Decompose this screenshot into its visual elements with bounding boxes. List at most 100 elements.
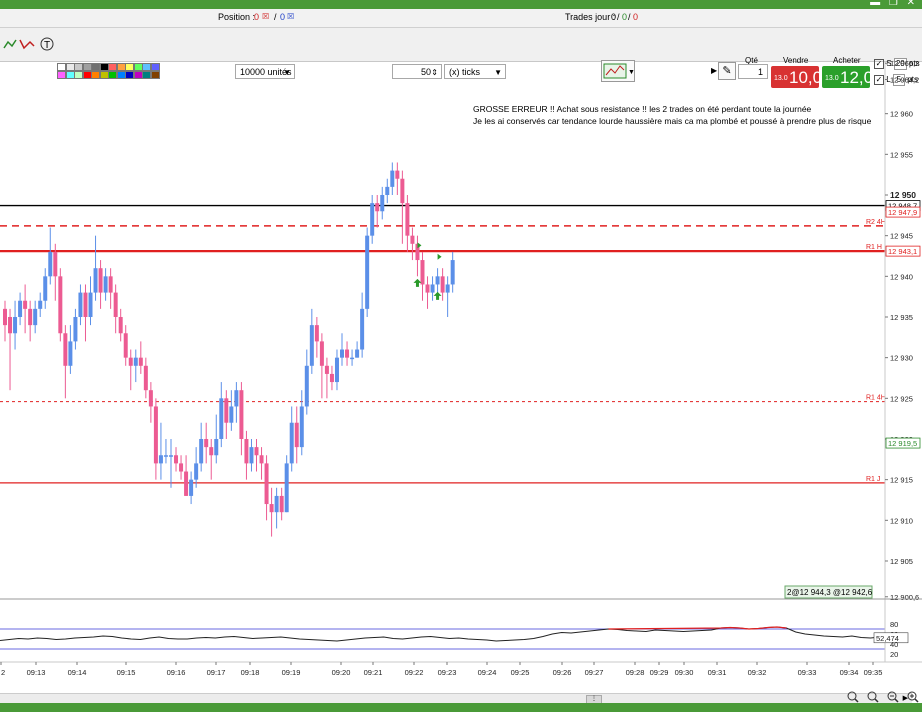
candle-body [98, 268, 103, 293]
stop-prefix: S [886, 59, 892, 68]
annotation-line-2[interactable]: Je les ai conservés car tendance lourde … [473, 116, 872, 126]
qty-input[interactable]: 1 [738, 64, 768, 79]
zoom-tools [847, 691, 919, 703]
candle-body [299, 406, 304, 448]
wrench-icon[interactable]: ✎ [718, 62, 736, 80]
close-orders-icon[interactable]: ☒ [287, 12, 295, 21]
candle [360, 292, 365, 358]
x-tick-label: 09:16 [167, 668, 186, 677]
candle [380, 186, 385, 220]
candle [430, 276, 435, 301]
candle-body [319, 341, 324, 366]
y-tick-label: 12 955 [890, 150, 913, 159]
candle [395, 162, 400, 195]
support-resistance-levels: R2 4H R1 H R1 4H R1 J [0, 204, 886, 484]
ticks-unit-dropdown[interactable]: (x) ticks ▼ [444, 64, 506, 79]
trades-sep-2: / [628, 12, 631, 22]
limit-input[interactable]: 5 [892, 74, 906, 86]
limit-row: ✓ L 5 pts [874, 74, 918, 86]
sell-button[interactable]: 13.0 10,0 [771, 66, 822, 88]
candle [329, 365, 334, 391]
candle [78, 284, 83, 326]
candle [118, 308, 123, 342]
position-info-text: 2@12 944,3 @12 942,6 [787, 588, 873, 597]
candle [199, 422, 204, 472]
candle-body [209, 447, 214, 456]
y-tick-label: 12 966,2 [890, 59, 919, 68]
color-swatch[interactable] [150, 63, 160, 71]
oscillator-axis-label: 40 [890, 640, 898, 649]
expand-arrow-icon[interactable]: ▶ [711, 66, 718, 75]
zoom-out-icon[interactable] [887, 691, 899, 703]
candle-body [395, 170, 400, 179]
y-tick-label: 12 910 [890, 516, 913, 525]
candle [405, 195, 410, 252]
buy-button[interactable]: 13.0 12,0 [822, 66, 874, 88]
candle [163, 438, 168, 464]
x-tick-label: 09:32 [748, 668, 767, 677]
candle-body [380, 195, 385, 212]
annotation-line-1[interactable]: GROSSE ERREUR !! Achat sous resistance !… [473, 104, 812, 114]
candle-body [329, 373, 334, 383]
candle-body [279, 495, 284, 513]
candle-body [284, 463, 289, 513]
color-swatch[interactable] [150, 71, 160, 79]
candle [435, 268, 440, 293]
chart-type-button[interactable]: ▼ [601, 60, 635, 82]
y-tick-label: 12 964,2 [890, 76, 919, 85]
stop-input[interactable]: 20 [893, 58, 907, 70]
spinner-arrows-icon[interactable]: ⇕ [431, 68, 438, 77]
buy-big-price: 12,0 [840, 68, 874, 87]
x-tick-label: 09:15 [117, 668, 136, 677]
units-dropdown[interactable]: 10000 unités ▼ [235, 64, 295, 79]
oscillator-value-box [873, 632, 909, 644]
ticks-spinner[interactable]: 50 ⇕ [392, 64, 442, 79]
zoom-fit-icon[interactable] [847, 691, 859, 703]
scroll-right-icon[interactable]: ▶ [902, 695, 908, 702]
units-value: 10000 unités [240, 67, 292, 77]
price-tag-label: 12 947,9 [888, 208, 917, 217]
candle-body [365, 235, 370, 309]
candle [13, 300, 18, 350]
candle-body [360, 308, 365, 350]
ticks-value: 50 [420, 67, 431, 77]
candle-body [340, 349, 345, 358]
buy-small-price: 13.0 [825, 75, 839, 82]
zoom-in-icon[interactable] [907, 691, 919, 703]
candle [289, 406, 294, 472]
candle-body [73, 316, 78, 342]
x-tick-label: 09:23 [438, 668, 457, 677]
candle-body [430, 284, 435, 293]
candle-body [83, 292, 88, 317]
sell-small-price: 13.0 [774, 75, 788, 82]
candle-body [334, 357, 339, 383]
stop-checkbox[interactable]: ✓ [874, 59, 884, 69]
qty-label: Qté [745, 56, 758, 65]
limit-checkbox[interactable]: ✓ [874, 75, 884, 85]
candle [229, 390, 234, 431]
close-position-icon[interactable]: ☒ [262, 12, 270, 21]
candle-body [158, 455, 163, 464]
candle-body [314, 325, 319, 342]
price-axis[interactable]: 12 966,2 12 964,2 12 960 12 955 12 950 12 945… [885, 59, 919, 602]
candle-body [415, 243, 420, 261]
candle [450, 251, 455, 293]
candle-body [445, 284, 450, 293]
window-controls[interactable]: ▬ ❐ ✕ [870, 0, 918, 8]
y-tick-label: 12 960 [890, 110, 913, 119]
candle [304, 349, 309, 415]
oscillator-axis-label: 52,474 [876, 634, 899, 643]
drawing-tools-icon[interactable]: T [2, 36, 54, 52]
candle-body [43, 276, 48, 301]
x-tick-label: 09:14 [68, 668, 87, 677]
buy-arrow-icon [413, 278, 422, 287]
trades-sep-1: / [617, 12, 620, 22]
candle [48, 227, 53, 285]
candle [375, 195, 380, 228]
price-tag-label: 12 943,1 [888, 247, 917, 256]
time-axis[interactable]: 2 09:13 09:14 09:15 09:16 09:17 09:18 09:19 09:2… [0, 662, 882, 677]
candle [93, 235, 98, 301]
trades-value-b: 0 [622, 12, 628, 22]
zoom-range-icon[interactable] [867, 691, 879, 703]
